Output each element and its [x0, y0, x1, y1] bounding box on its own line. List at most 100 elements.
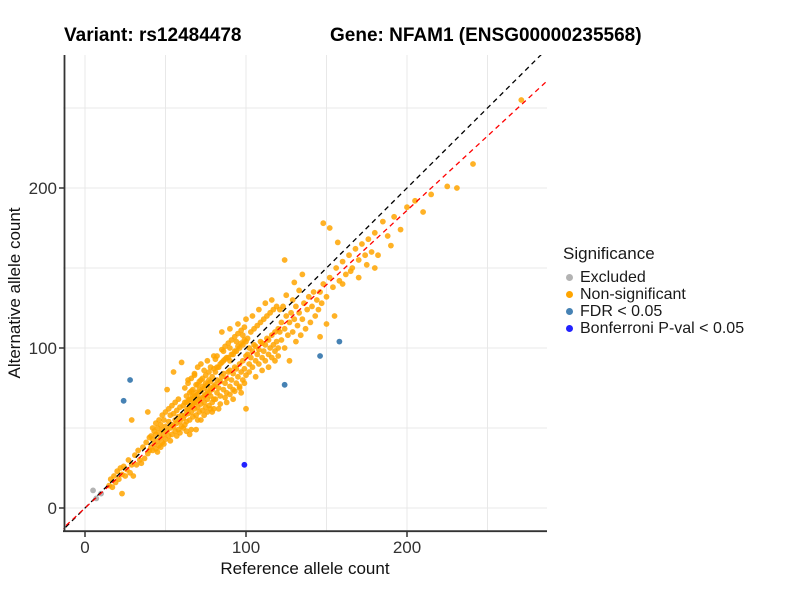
data-point	[291, 279, 298, 286]
data-point	[249, 364, 256, 371]
data-point	[122, 473, 129, 479]
data-point	[334, 239, 341, 246]
data-point	[302, 325, 309, 332]
data-point	[326, 225, 333, 231]
data-point	[222, 380, 228, 387]
data-point	[230, 396, 237, 403]
data-point	[162, 423, 169, 430]
data-point	[339, 281, 346, 287]
data-point	[310, 289, 317, 295]
y-tick-label: 200	[29, 179, 57, 198]
data-point	[209, 373, 216, 380]
gene-title: Gene: NFAM1 (ENSG00000235568)	[330, 25, 642, 46]
data-point	[243, 405, 249, 412]
data-point	[262, 357, 269, 364]
data-point	[293, 303, 299, 310]
y-tick-label: 0	[48, 499, 57, 518]
data-point	[349, 265, 356, 271]
data-point	[265, 337, 272, 343]
data-point	[188, 426, 195, 433]
data-point	[235, 321, 241, 327]
data-point	[217, 401, 224, 407]
data-point	[315, 306, 322, 313]
data-point	[299, 271, 306, 278]
data-point	[362, 252, 369, 259]
data-point	[281, 381, 288, 388]
data-point	[342, 271, 349, 278]
data-point	[255, 306, 262, 313]
data-point	[371, 265, 378, 271]
data-point	[125, 457, 132, 463]
x-axis-title: Reference allele count	[220, 559, 389, 578]
data-point	[141, 455, 148, 462]
data-point	[391, 213, 398, 220]
legend-item-label: Non-significant	[580, 285, 686, 303]
data-point	[193, 426, 199, 433]
data-point	[281, 345, 288, 351]
data-point	[304, 306, 311, 313]
data-point	[265, 364, 272, 371]
data-point	[297, 332, 304, 339]
data-point	[90, 487, 96, 494]
data-point	[326, 274, 333, 281]
data-point	[313, 297, 320, 303]
data-point	[212, 396, 219, 403]
reference-lines	[63, 55, 547, 531]
legend-item-label: Excluded	[580, 268, 646, 286]
legend-item-non-significant: Non-significant	[563, 286, 744, 303]
data-point	[255, 346, 262, 353]
data-point	[154, 449, 161, 455]
data-point	[305, 293, 312, 300]
data-point	[204, 357, 211, 364]
data-point	[294, 322, 301, 329]
data-point	[217, 393, 224, 399]
data-point	[194, 381, 201, 388]
data-point	[144, 409, 151, 415]
data-point	[323, 321, 330, 327]
data-point	[404, 204, 410, 211]
data-point	[241, 380, 248, 387]
data-point	[238, 389, 245, 396]
data-point	[420, 209, 426, 215]
data-point	[109, 484, 116, 491]
data-point	[223, 375, 230, 382]
legend-item-fdr: FDR < 0.05	[563, 303, 744, 320]
fdr-point-icon	[566, 308, 573, 315]
legend-item-label: Bonferroni P-val < 0.05	[580, 319, 745, 337]
plot-panel	[63, 55, 547, 532]
data-point	[127, 377, 133, 383]
data-point	[268, 297, 275, 303]
data-point	[273, 338, 280, 345]
data-point	[470, 161, 476, 167]
data-point	[291, 316, 298, 323]
data-point	[188, 388, 195, 395]
data-point	[309, 303, 315, 310]
y-tick-label: 100	[29, 339, 57, 358]
data-point	[278, 337, 285, 343]
data-point	[317, 333, 323, 340]
data-point	[241, 324, 248, 331]
data-point	[246, 369, 253, 375]
data-point	[289, 329, 296, 335]
data-point	[198, 417, 204, 423]
data-point	[284, 332, 291, 339]
data-point	[235, 373, 241, 380]
legend-item-bonferroni: Bonferroni P-val < 0.05	[563, 320, 744, 337]
data-point	[186, 431, 193, 438]
data-point	[336, 338, 343, 345]
data-point	[330, 284, 336, 291]
data-point	[178, 359, 185, 366]
data-point	[181, 385, 188, 391]
data-point	[371, 229, 378, 236]
data-point	[212, 369, 219, 375]
data-point	[201, 393, 208, 399]
data-point	[260, 348, 267, 355]
data-point	[239, 332, 246, 339]
variant-title: Variant: rs12484478	[64, 25, 242, 46]
data-point	[339, 258, 346, 265]
data-point	[317, 353, 323, 359]
data-point	[355, 274, 362, 281]
data-point	[454, 185, 460, 191]
data-point	[276, 329, 283, 335]
data-point	[384, 233, 391, 239]
